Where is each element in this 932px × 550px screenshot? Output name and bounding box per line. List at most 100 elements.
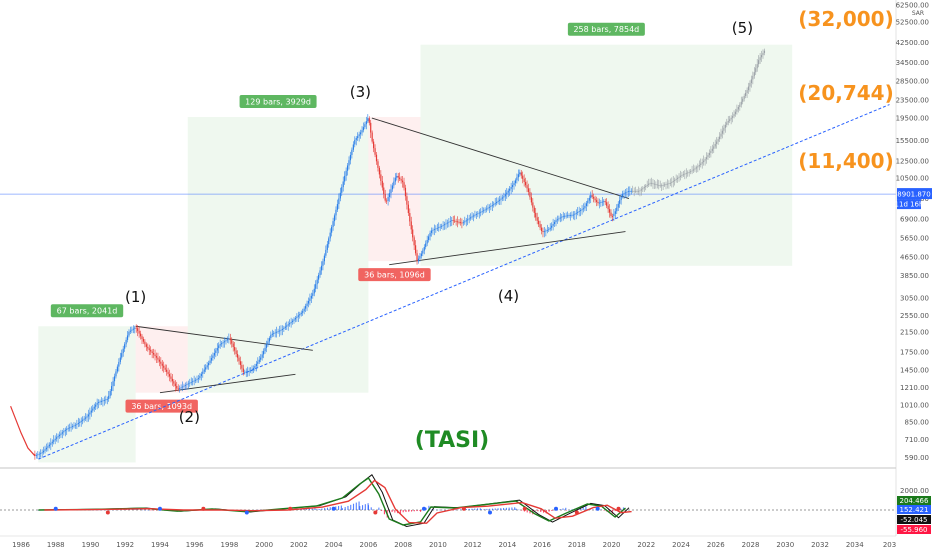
candle-body [721, 130, 724, 134]
candle-body [358, 134, 360, 137]
candle-body [44, 449, 46, 451]
candle-body [675, 178, 677, 180]
osc-histogram-bar [402, 510, 404, 513]
candle-body [362, 127, 365, 131]
candle-body [755, 68, 757, 73]
candle-body [648, 183, 650, 185]
current-price-tag-bg [897, 188, 932, 200]
candle-body [352, 144, 354, 150]
x-tick-8: 2002 [290, 541, 308, 549]
candle-body [370, 122, 372, 133]
candle-body [361, 130, 363, 133]
candle-body [306, 303, 308, 307]
candle-body [378, 167, 381, 175]
candle-body [338, 198, 340, 205]
candle-body [277, 331, 279, 333]
lead-in-line [10, 405, 36, 457]
candle-body [374, 148, 376, 155]
candle-body [491, 205, 493, 207]
candle-body [187, 383, 189, 385]
candle-body [565, 215, 567, 217]
candle-body [688, 171, 690, 173]
candle-body [345, 170, 347, 176]
candle-body [669, 182, 671, 184]
candle-body [451, 220, 453, 222]
y-tick-7: 15500.00 [896, 137, 929, 145]
candle-body [344, 175, 346, 182]
osc-histogram-bar [140, 509, 142, 510]
osc-histogram-bar [394, 510, 396, 513]
candle-body [364, 124, 366, 128]
candle-body [399, 177, 401, 180]
osc-histogram-bar [155, 510, 158, 511]
candle-body [53, 440, 55, 442]
candle-body [614, 211, 616, 214]
candle-body [731, 116, 734, 118]
osc-histogram-bar [321, 508, 323, 510]
candle-body [514, 180, 517, 184]
candle-body [564, 215, 566, 217]
candle-body [758, 60, 760, 65]
candle-body [522, 175, 524, 179]
candle-body [400, 179, 402, 181]
candle-body [228, 338, 230, 340]
candle-body [500, 198, 502, 200]
osc-histogram-bar [137, 509, 139, 510]
candle-body [507, 190, 509, 193]
osc-histogram-bar [153, 510, 155, 511]
candle-body [51, 441, 53, 444]
candle-body [92, 408, 94, 411]
osc-histogram-bar [608, 510, 611, 513]
y-tick-17: 2150.00 [900, 328, 929, 336]
candle-body [99, 401, 101, 403]
candle-body [432, 229, 434, 231]
candle-body [38, 453, 40, 455]
candle-body [265, 344, 268, 348]
candle-body [429, 232, 431, 237]
candle-body [448, 221, 450, 223]
candle-body [102, 400, 104, 402]
candle-body [617, 203, 619, 208]
candle-body [349, 154, 352, 161]
candle-body [244, 371, 246, 373]
range-label-4: 36 bars, 1096d [364, 271, 425, 280]
osc-histogram-bar [559, 509, 561, 510]
candle-body [37, 454, 39, 456]
osc-tick-4: -55.960 [900, 526, 927, 534]
candle-body [568, 215, 570, 217]
candle-body [430, 230, 433, 233]
candle-body [452, 220, 454, 222]
candle-body [397, 175, 399, 178]
candle-body [168, 374, 171, 377]
osc-histogram-bar [595, 509, 597, 511]
candle-body [71, 426, 74, 427]
x-tick-13: 2012 [464, 541, 482, 549]
candle-body [304, 306, 307, 309]
candle-body [574, 213, 576, 215]
candle-body [221, 343, 223, 345]
candle-body [658, 184, 660, 186]
y-tick-3: 34500.00 [896, 59, 929, 67]
candle-body [278, 330, 281, 332]
osc-histogram-bar [314, 508, 316, 510]
candle-body [546, 229, 548, 231]
y-tick-18: 1750.00 [900, 348, 929, 356]
candle-body [619, 200, 621, 204]
candle-body [520, 172, 522, 176]
candle-body [555, 220, 557, 223]
price-target-1: (32,000) [798, 7, 893, 31]
range-label-bg-5 [567, 22, 645, 36]
osc-histogram-bar [494, 508, 496, 510]
candle-body [483, 210, 485, 212]
candle-body [459, 222, 462, 224]
candle-body [532, 202, 534, 208]
candle-body [559, 217, 561, 219]
candle-body [205, 367, 207, 370]
candle-body [519, 172, 521, 175]
candle-body [236, 354, 239, 358]
candle-body [161, 363, 163, 366]
candle-body [50, 443, 52, 445]
osc-tick-0: 2000.00 [900, 487, 929, 495]
candle-body [40, 453, 42, 454]
candle-body [407, 204, 409, 214]
